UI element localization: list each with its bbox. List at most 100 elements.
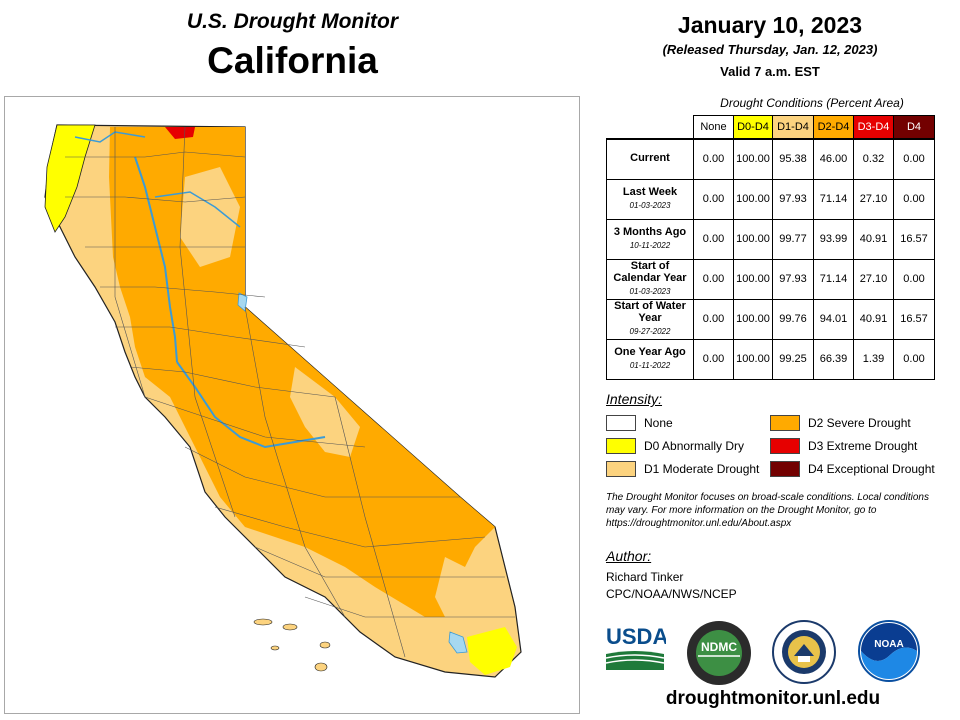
legend-swatch	[770, 461, 800, 477]
col-header: D4	[893, 115, 935, 140]
table-cell: 95.38	[772, 138, 814, 180]
col-header: D3-D4	[853, 115, 894, 140]
col-header: None	[693, 115, 734, 140]
table-cell: 97.93	[772, 178, 814, 220]
table-cell: 0.00	[693, 338, 734, 380]
drought-map	[4, 96, 580, 714]
table-row: Current 0.00 100.00 95.38 46.00 0.32 0.0…	[606, 138, 935, 180]
d1-interior-patch	[290, 367, 360, 457]
salton-sea	[448, 631, 468, 654]
row-label: Start of Calendar Year 01-03-2023	[606, 258, 694, 300]
table-cell: 0.32	[853, 138, 894, 180]
usda-logo-text: USDA	[606, 624, 666, 649]
sacramento-river	[134, 156, 178, 363]
table-cell: 0.00	[693, 178, 734, 220]
map-date: January 10, 2023	[677, 12, 863, 38]
table-cell: 0.00	[893, 138, 935, 180]
table-cell: 0.00	[693, 138, 734, 180]
table-cell: 71.14	[813, 258, 854, 300]
drought-d3-region	[165, 127, 195, 139]
table-cell: 16.57	[893, 218, 935, 260]
legend-label: D3 Extreme Drought	[808, 439, 918, 453]
legend-swatch	[606, 438, 636, 454]
legend-label: D2 Severe Drought	[808, 416, 911, 430]
map-subtitle: U.S. Drought Monitor	[186, 10, 399, 33]
table-cell: 0.00	[693, 298, 734, 340]
d1-interior-patch	[180, 167, 240, 267]
lake-tahoe	[237, 292, 248, 312]
table-cell: 100.00	[733, 338, 773, 380]
table-cell: 100.00	[733, 138, 773, 180]
table-cell: 93.99	[813, 218, 854, 260]
channel-islands	[253, 618, 331, 672]
table-cell: 0.00	[893, 258, 935, 300]
table-cell: 100.00	[733, 218, 773, 260]
legend-item-d1: D1 Moderate Drought	[606, 459, 759, 479]
table-row: 3 Months Ago 10-11-2022 0.00 100.00 99.77…	[606, 218, 935, 260]
map-title: California	[207, 40, 378, 81]
valid-time: Valid 7 a.m. EST	[720, 64, 820, 79]
row-label: One Year Ago 01-11-2022	[606, 338, 694, 380]
table-corner	[607, 116, 694, 140]
usda-logo: USDA	[605, 624, 666, 670]
row-label: Start of Water Year 09-27-2022	[606, 298, 694, 340]
legend-label: D4 Exceptional Drought	[808, 462, 935, 476]
table-row: Start of Water Year 09-27-2022 0.00 100.0…	[606, 298, 935, 340]
legend-swatch	[606, 461, 636, 477]
drought-d0-northwest	[44, 124, 96, 233]
ndmc-logo-text: NDMC	[701, 640, 737, 654]
legend-label: D0 Abnormally Dry	[644, 439, 745, 453]
legend-title: Intensity:	[606, 391, 663, 407]
table-cell: 100.00	[733, 298, 773, 340]
author-org: CPC/NOAA/NWS/NCEP	[606, 587, 737, 601]
col-header: D1-D4	[772, 115, 814, 140]
table-row: One Year Ago 01-11-2022 0.00 100.00 99.25…	[606, 338, 935, 380]
drought-d0-southeast	[467, 627, 517, 675]
table-cell: 66.39	[813, 338, 854, 380]
author-label: Author:	[606, 548, 652, 564]
ndmc-logo: NDMC	[687, 621, 751, 685]
table-row: Last Week 01-03-2023 0.00 100.00 97.93 71…	[606, 178, 935, 220]
table-cell: 27.10	[853, 258, 894, 300]
row-label: Last Week 01-03-2023	[606, 178, 694, 220]
legend-item-d4: D4 Exceptional Drought	[770, 459, 935, 479]
table-cell: 100.00	[733, 178, 773, 220]
table-cell: 40.91	[853, 298, 894, 340]
legend-label: D1 Moderate Drought	[644, 462, 760, 476]
col-header: D0-D4	[733, 115, 773, 140]
release-date: (Released Thursday, Jan. 12, 2023)	[662, 42, 878, 57]
table-title: Drought Conditions (Percent Area)	[720, 96, 904, 110]
klamath-river	[74, 131, 146, 143]
drought-conditions-table: None D0-D4 D1-D4 D2-D4 D3-D4 D4 Current …	[606, 115, 935, 380]
legend-item-none: None	[606, 413, 673, 433]
disclaimer-note: The Drought Monitor focuses on broad-sca…	[606, 492, 929, 529]
table-cell: 1.39	[853, 338, 894, 380]
row-label: Current	[606, 138, 694, 180]
table-cell: 46.00	[813, 138, 854, 180]
feather-river	[154, 191, 241, 228]
table-cell: 99.25	[772, 338, 814, 380]
table-cell: 94.01	[813, 298, 854, 340]
california-map-svg	[44, 124, 522, 678]
legend-item-d0: D0 Abnormally Dry	[606, 436, 744, 456]
county-lines	[65, 126, 515, 658]
table-cell: 99.76	[772, 298, 814, 340]
legend-swatch	[770, 438, 800, 454]
table-cell: 0.00	[693, 258, 734, 300]
table-cell: 97.93	[772, 258, 814, 300]
table-cell: 0.00	[693, 218, 734, 260]
noaa-logo: NOAA	[858, 620, 920, 682]
legend-swatch	[606, 415, 636, 431]
legend-swatch	[770, 415, 800, 431]
table-cell: 71.14	[813, 178, 854, 220]
table-cell: 0.00	[893, 338, 935, 380]
author-name: Richard Tinker	[606, 570, 684, 584]
legend-item-d3: D3 Extreme Drought	[770, 436, 917, 456]
table-cell: 27.10	[853, 178, 894, 220]
table-cell: 16.57	[893, 298, 935, 340]
col-header: D2-D4	[813, 115, 854, 140]
noaa-logo-text: NOAA	[874, 639, 903, 650]
table-cell: 40.91	[853, 218, 894, 260]
website-url[interactable]: droughtmonitor.unl.edu	[665, 688, 881, 709]
table-cell: 0.00	[893, 178, 935, 220]
